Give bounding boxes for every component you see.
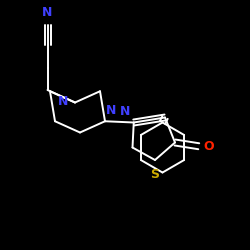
Text: N: N (106, 104, 117, 117)
Text: O: O (204, 140, 214, 153)
Text: S: S (150, 168, 160, 180)
Text: N: N (42, 6, 53, 19)
Text: N: N (58, 95, 69, 108)
Text: N: N (120, 105, 130, 118)
